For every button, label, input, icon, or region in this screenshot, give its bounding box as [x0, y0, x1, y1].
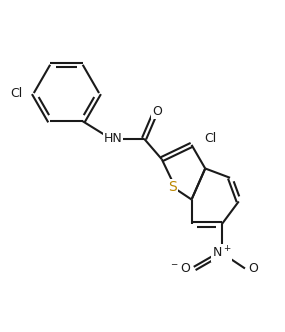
Text: Cl: Cl — [11, 87, 23, 100]
Text: N$^+$: N$^+$ — [212, 245, 231, 261]
Text: S: S — [168, 180, 177, 194]
Text: O: O — [152, 105, 162, 118]
Text: Cl: Cl — [205, 131, 217, 144]
Text: O: O — [248, 262, 258, 275]
Text: HN: HN — [104, 132, 122, 145]
Text: $^-$O: $^-$O — [169, 262, 192, 275]
